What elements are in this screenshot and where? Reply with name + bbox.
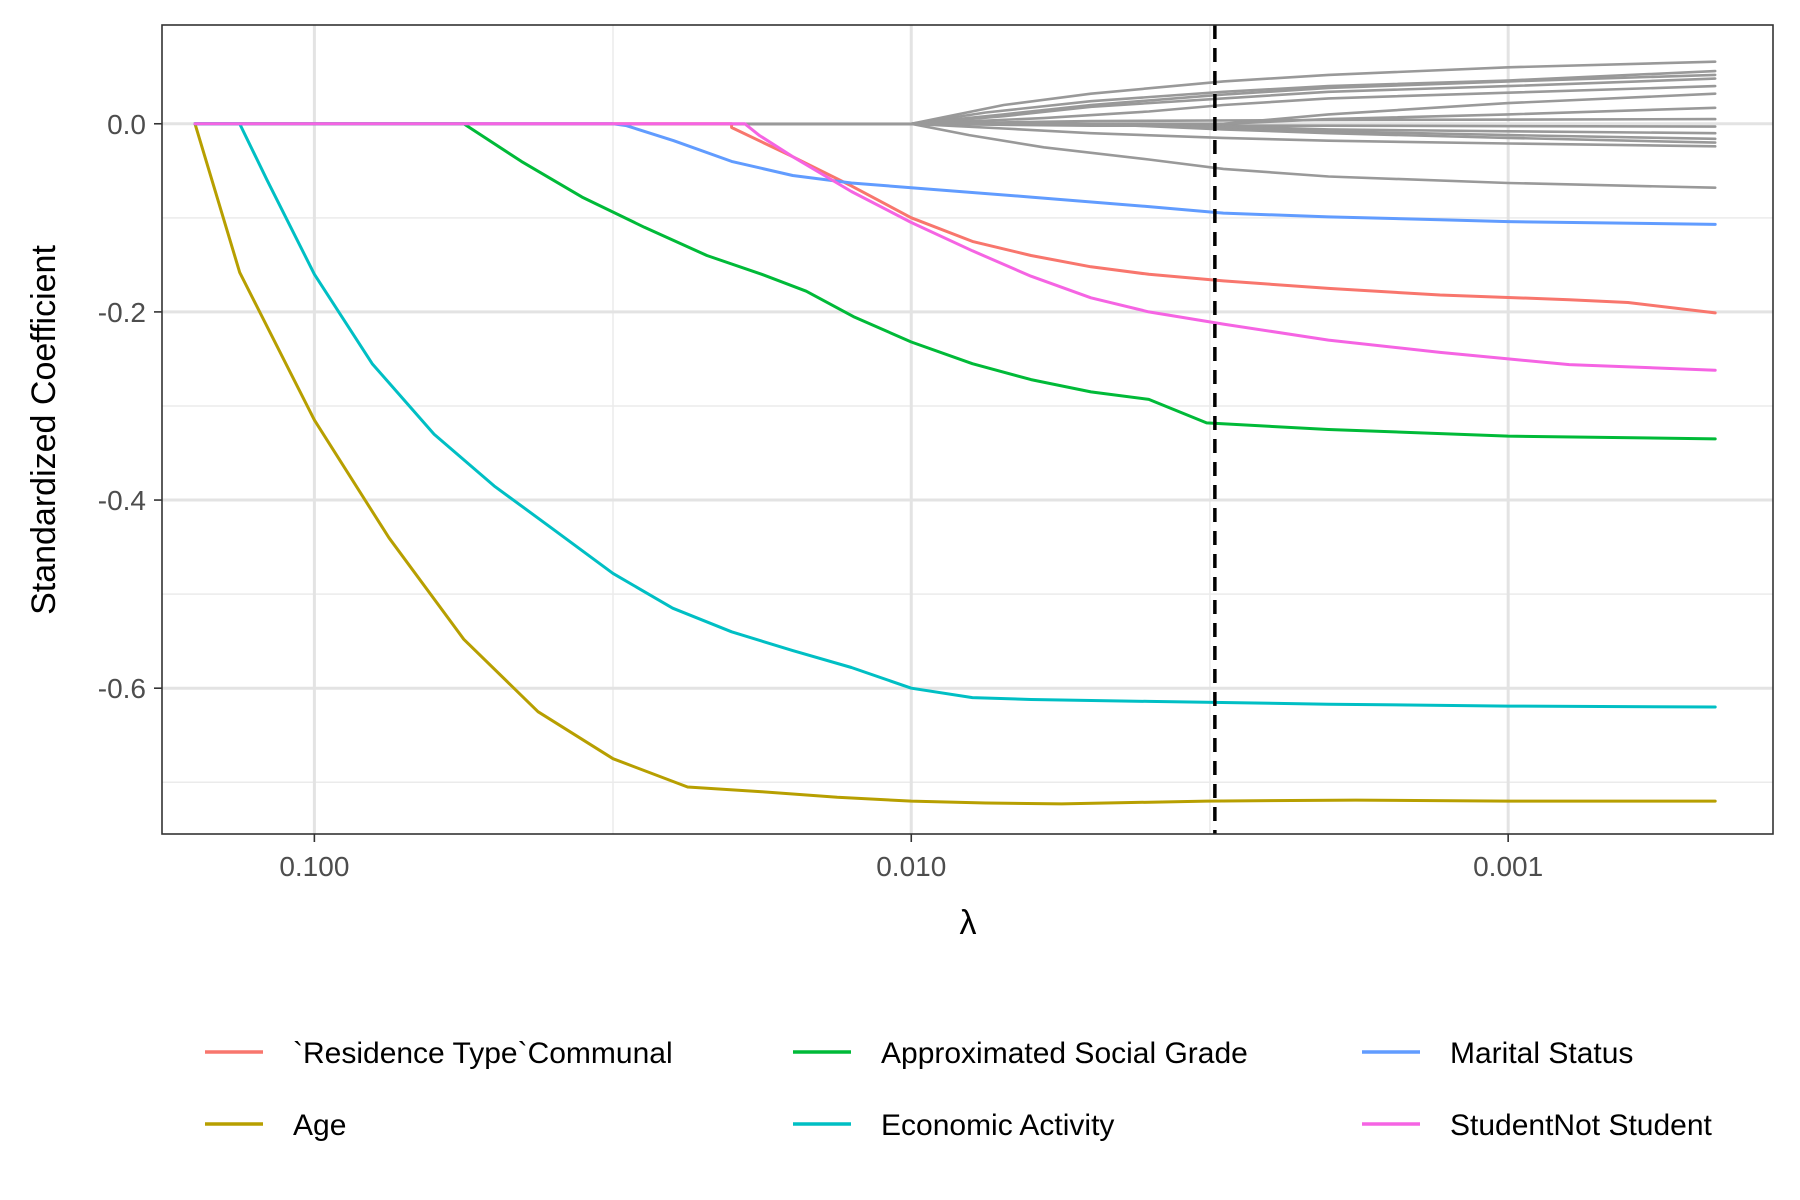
y-tick-label: -0.4 [98, 485, 146, 516]
legend-label-residence-type-communal: `Residence Type`Communal [293, 1037, 673, 1070]
legend-label-marital-status: Marital Status [1450, 1037, 1633, 1070]
legend-label-age: Age [293, 1109, 346, 1142]
series-lines [193, 60, 1717, 806]
plot-background [162, 25, 1773, 834]
series-line-unlabeled [193, 122, 1717, 144]
legend-label-approximated-social-grade: Approximated Social Grade [881, 1037, 1248, 1070]
x-tick-label: 0.001 [1473, 851, 1543, 882]
y-tick-label: 0.0 [107, 109, 146, 140]
legend: `Residence Type`Communal Approximated Soc… [205, 1037, 1713, 1142]
series-line-approximated-social-grade [193, 122, 1717, 441]
legend-label-economic-activity: Economic Activity [881, 1109, 1114, 1142]
series-line-residence-type-communal [193, 122, 1717, 315]
y-tick-label: -0.2 [98, 297, 146, 328]
y-axis: 0.0 -0.2 -0.4 -0.6 [98, 109, 162, 704]
series-line-unlabeled [193, 122, 1717, 148]
series-line-age [193, 122, 1717, 806]
y-axis-title: Standardized Coefficient [25, 245, 63, 615]
series-line-marital-status [193, 122, 1717, 226]
x-axis: 0.100 0.010 0.001 [279, 834, 1543, 882]
x-axis-title: λ [960, 904, 977, 942]
x-tick-label: 0.010 [876, 851, 946, 882]
y-tick-label: -0.6 [98, 673, 146, 704]
series-line-unlabeled [193, 122, 1717, 189]
series-line-economic-activity [193, 122, 1717, 709]
plot-border [161, 24, 1774, 835]
series-line-studentnot-student [193, 122, 1717, 372]
x-tick-label: 0.100 [279, 851, 349, 882]
legend-label-studentnot-student: StudentNot Student [1450, 1109, 1713, 1142]
